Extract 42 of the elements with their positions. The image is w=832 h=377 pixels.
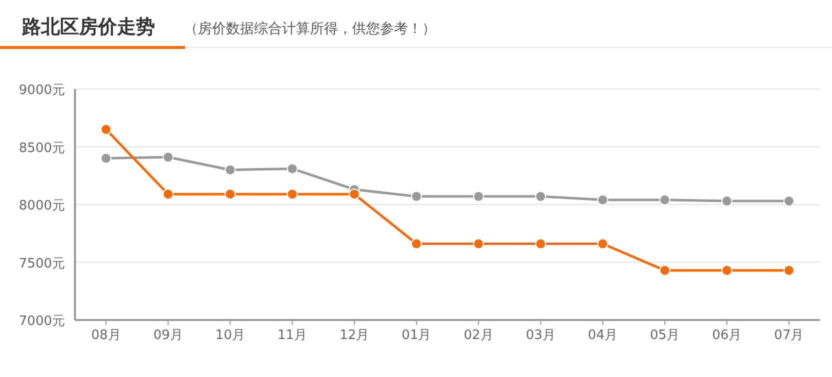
point [348,188,360,200]
x-tick-label: 11月 [278,328,308,343]
point [473,238,484,250]
x-tick-label: 09月 [153,328,183,343]
point [410,238,422,250]
x-tick-label: 10月 [215,328,245,343]
x-tick-label: 01月 [402,328,432,343]
y-tick-label: 8500元 [18,140,65,156]
point [224,188,236,200]
point [100,152,112,164]
x-tick-label: 08月 [91,328,121,343]
x-tick-label: 02月 [464,328,494,343]
point [100,124,112,135]
x-tick-label: 12月 [340,328,370,343]
y-tick-label: 7000元 [18,314,65,329]
point [224,164,236,176]
point [659,194,670,206]
point [286,188,298,200]
x-tick-label: 06月 [712,328,742,343]
point [535,238,546,250]
x-tick-label: 05月 [650,328,680,343]
point [721,196,732,207]
point [473,190,484,202]
chart-subtitle: （房价数据综合计算所得，供您参考！） [184,21,436,37]
point [535,190,546,202]
point [783,264,794,276]
x-tick-label: 07月 [774,328,804,343]
point [286,163,298,174]
x-tick-label: 03月 [526,328,556,343]
point [162,152,174,163]
point [162,188,174,200]
chart-title: 路北区房价走势 [21,16,155,38]
y-tick-label: 7500元 [18,256,65,272]
point [721,264,732,276]
x-tick-label: 04月 [588,328,618,343]
point [597,194,608,206]
y-tick-label: 9000元 [18,83,65,98]
y-tick-label: 8000元 [18,198,65,214]
point [659,264,670,276]
point [597,238,608,250]
point [783,196,794,207]
point [410,190,422,202]
